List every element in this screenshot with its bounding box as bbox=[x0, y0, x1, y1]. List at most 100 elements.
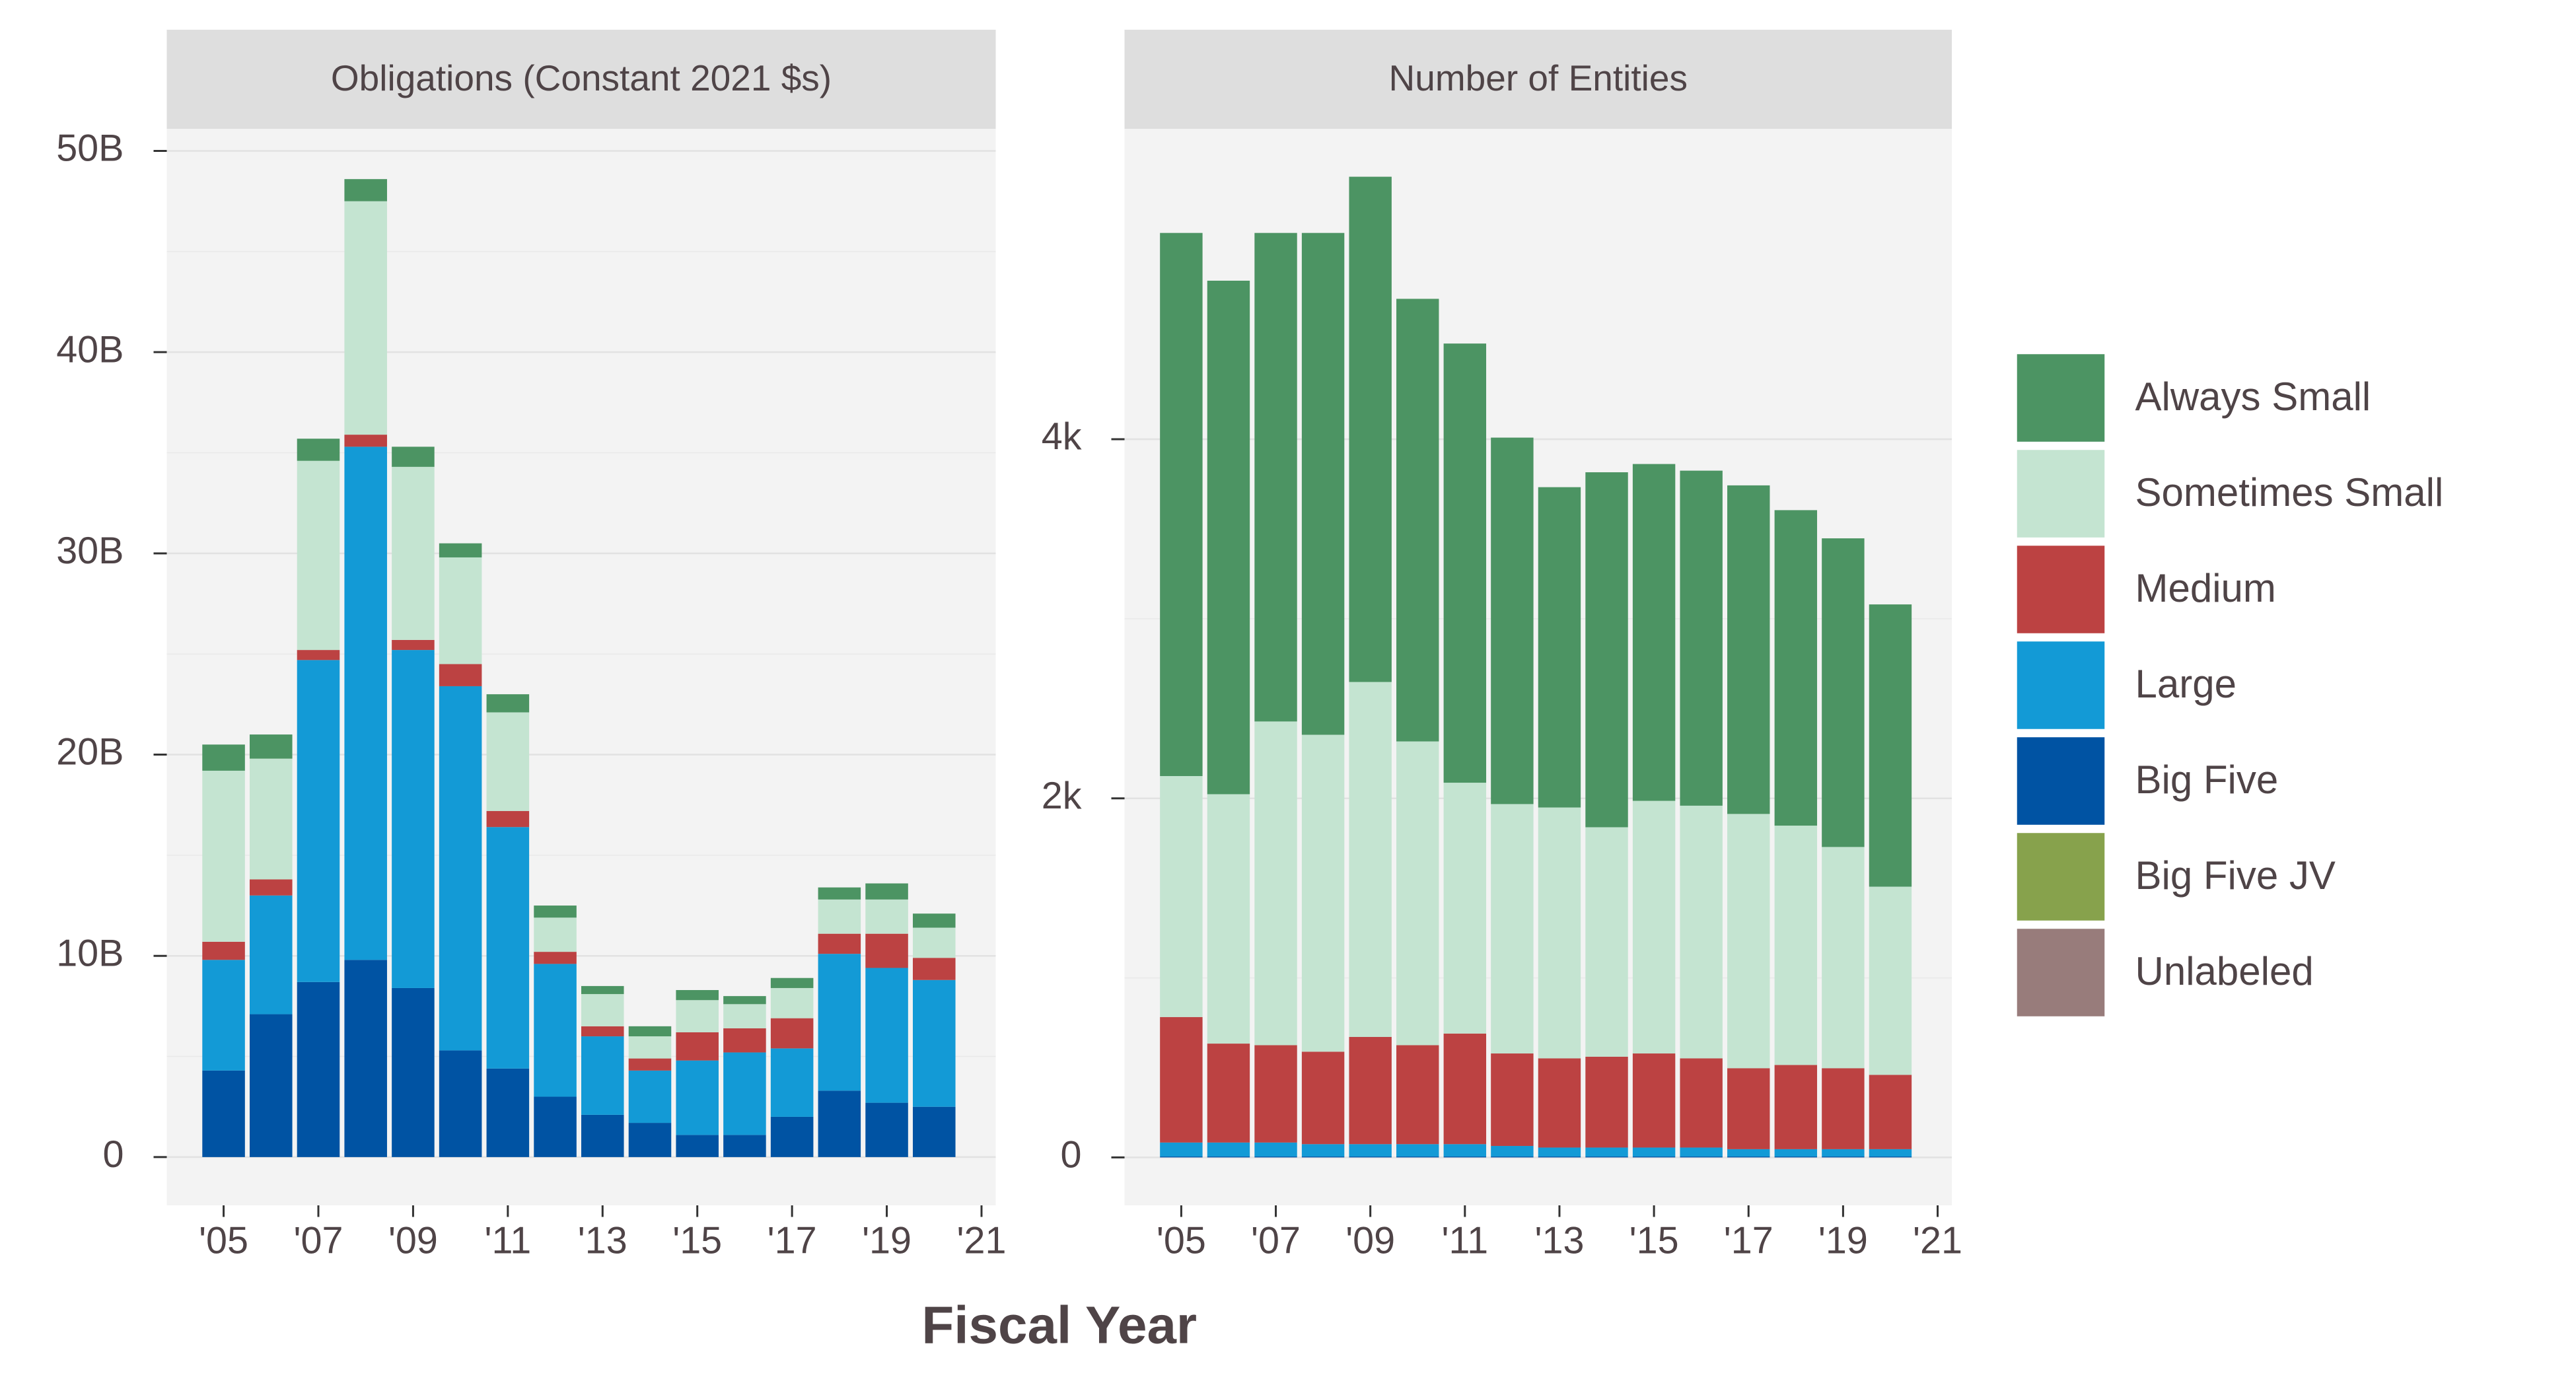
bar-segment bbox=[865, 899, 908, 934]
bar-segment bbox=[1538, 807, 1581, 1059]
bar-segment bbox=[439, 1050, 482, 1157]
bar-segment bbox=[676, 1032, 719, 1061]
bar-segment bbox=[534, 964, 577, 1097]
bar-segment bbox=[1301, 734, 1345, 1052]
bar-segment bbox=[581, 1036, 624, 1115]
bar-segment bbox=[486, 1068, 530, 1157]
bar-segment bbox=[439, 543, 482, 557]
bar-segment bbox=[1491, 437, 1534, 804]
bar-segment bbox=[1680, 1156, 1723, 1158]
bar-segment bbox=[1349, 1037, 1392, 1145]
panel-title: Obligations (Constant 2021 $s) bbox=[331, 57, 832, 98]
bar-segment bbox=[1680, 805, 1723, 1059]
bar-segment bbox=[628, 1058, 672, 1071]
legend-key bbox=[2015, 735, 2106, 827]
legend-label: Unlabeled bbox=[2135, 949, 2314, 993]
legend-key bbox=[2015, 352, 2106, 444]
legend-label: Always Small bbox=[2135, 374, 2371, 419]
bar-segment bbox=[676, 1060, 719, 1135]
bar-segment bbox=[297, 460, 340, 651]
bar-segment bbox=[297, 660, 340, 982]
bar-segment bbox=[439, 664, 482, 686]
bar-segment bbox=[486, 810, 530, 828]
bar-segment bbox=[1822, 1068, 1865, 1149]
y-tick-label: 20B bbox=[56, 731, 124, 773]
bar-segment bbox=[439, 557, 482, 664]
bar-segment bbox=[1632, 1053, 1676, 1148]
bar-segment bbox=[581, 1114, 624, 1157]
bar-segment bbox=[1632, 1156, 1676, 1158]
x-tick-label: '13 bbox=[1534, 1220, 1584, 1262]
x-tick-label: '15 bbox=[1629, 1220, 1679, 1262]
bar-segment bbox=[1160, 776, 1203, 1017]
bar-segment bbox=[1869, 1149, 1912, 1157]
bar-segment bbox=[1443, 1156, 1487, 1158]
bar-segment bbox=[913, 958, 956, 980]
bar-segment bbox=[1349, 682, 1392, 1038]
bar-segment bbox=[392, 650, 435, 988]
bar-segment bbox=[1349, 1156, 1392, 1158]
x-tick-label: '13 bbox=[578, 1220, 627, 1262]
bar-segment bbox=[1491, 1146, 1534, 1157]
bar-segment bbox=[439, 686, 482, 1051]
bar-segment bbox=[1585, 1056, 1628, 1148]
bar-segment bbox=[1632, 800, 1676, 1054]
bar-segment bbox=[486, 694, 530, 713]
bar-segment bbox=[1727, 1156, 1770, 1158]
bar-segment bbox=[1396, 1045, 1439, 1145]
bar-segment bbox=[534, 906, 577, 918]
bar-segment bbox=[1396, 1144, 1439, 1157]
bar-segment bbox=[250, 734, 293, 759]
bar-segment bbox=[581, 985, 624, 995]
bar-segment bbox=[534, 917, 577, 952]
panel-title: Number of Entities bbox=[1389, 57, 1688, 98]
bar-segment bbox=[344, 179, 387, 201]
bar-segment bbox=[1207, 1142, 1250, 1157]
bar-segment bbox=[250, 1014, 293, 1157]
bar-segment bbox=[1727, 814, 1770, 1069]
strip-background bbox=[166, 30, 996, 129]
bar-segment bbox=[628, 1070, 672, 1123]
x-tick-label: '17 bbox=[768, 1220, 817, 1262]
bar-segment bbox=[202, 941, 245, 960]
bar-segment bbox=[202, 1070, 245, 1157]
bar-segment bbox=[1585, 1156, 1628, 1158]
bar-segment bbox=[723, 996, 766, 1005]
bar-segment bbox=[818, 899, 861, 934]
bar-segment bbox=[1349, 176, 1392, 682]
bar-segment bbox=[1538, 1147, 1581, 1157]
bar-segment bbox=[913, 927, 956, 958]
x-tick-label: '15 bbox=[672, 1220, 722, 1262]
bar-segment bbox=[1869, 604, 1912, 887]
bar-segment bbox=[723, 1028, 766, 1053]
legend-label: Sometimes Small bbox=[2135, 470, 2444, 515]
bar-segment bbox=[534, 952, 577, 964]
bar-segment bbox=[770, 1048, 814, 1117]
bar-segment bbox=[628, 1036, 672, 1059]
x-tick-label: '21 bbox=[1913, 1220, 1962, 1262]
bar-segment bbox=[913, 1106, 956, 1157]
bar-segment bbox=[1207, 1044, 1250, 1143]
bar-segment bbox=[1585, 472, 1628, 828]
bar-segment bbox=[913, 913, 956, 928]
bar-segment bbox=[676, 990, 719, 1001]
bar-segment bbox=[1443, 1144, 1487, 1157]
bar-segment bbox=[392, 446, 435, 467]
x-tick-label: '05 bbox=[199, 1220, 248, 1262]
bar-segment bbox=[392, 639, 435, 651]
bar-segment bbox=[1680, 1147, 1723, 1157]
bar-segment bbox=[1491, 1156, 1534, 1158]
bar-segment bbox=[1869, 1075, 1912, 1149]
bar-segment bbox=[818, 933, 861, 954]
x-tick-label: '17 bbox=[1724, 1220, 1773, 1262]
x-tick-label: '05 bbox=[1157, 1220, 1206, 1262]
bar-segment bbox=[1160, 1156, 1203, 1158]
bar-segment bbox=[1774, 510, 1818, 826]
bar-segment bbox=[913, 979, 956, 1107]
bar-segment bbox=[676, 1135, 719, 1157]
bar-segment bbox=[723, 1052, 766, 1135]
bar-segment bbox=[723, 1004, 766, 1028]
y-tick-label: 4k bbox=[1042, 415, 1082, 458]
legend-key bbox=[2015, 448, 2106, 540]
legend-label: Large bbox=[2135, 662, 2236, 706]
